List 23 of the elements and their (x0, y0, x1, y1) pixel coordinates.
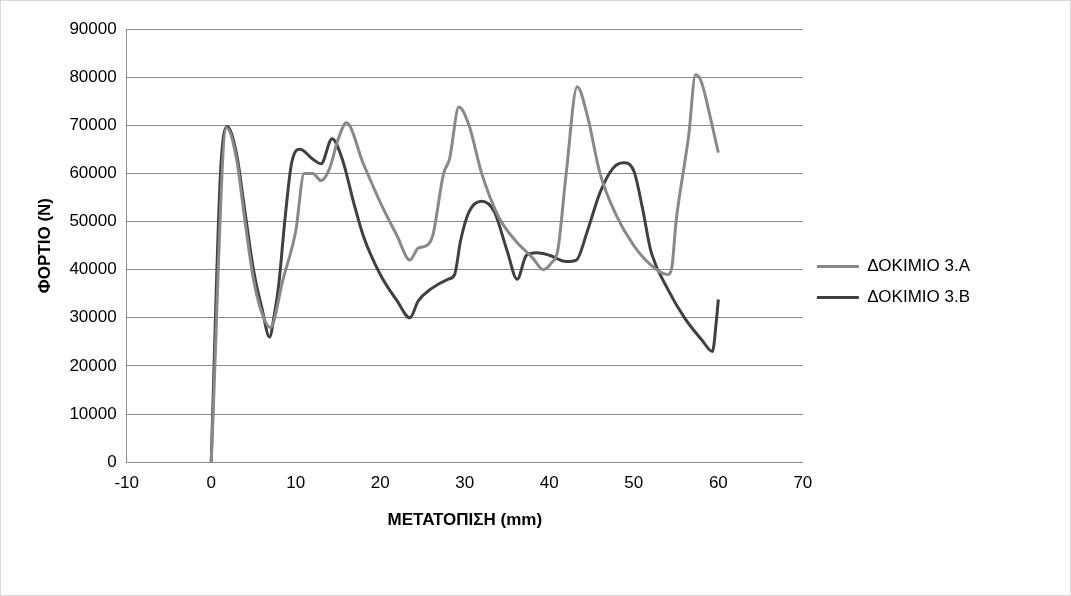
x-axis-title: ΜΕΤΑΤΟΠΙΣΗ (mm) (387, 510, 543, 530)
y-tick-label: 20000 (69, 355, 117, 375)
x-tick-label: 0 (206, 473, 216, 493)
y-tick-label: 30000 (69, 307, 117, 327)
y-tick-label: 40000 (69, 259, 117, 279)
legend-label: ΔΟΚΙΜΙΟ 3.Β (867, 287, 971, 307)
y-tick-label: 60000 (69, 163, 117, 183)
y-tick-label: 80000 (69, 66, 117, 86)
x-tick-label: 30 (455, 473, 475, 493)
y-tick-label: 10000 (69, 403, 117, 423)
x-tick-label: 60 (708, 473, 728, 493)
y-tick-label: 0 (107, 451, 117, 471)
x-tick-label: 20 (370, 473, 390, 493)
y-tick-label: 90000 (69, 18, 117, 38)
x-tick-label: 10 (286, 473, 306, 493)
legend-label: ΔΟΚΙΜΙΟ 3.Α (867, 256, 971, 276)
x-tick-label: 70 (793, 473, 813, 493)
y-tick-label: 70000 (69, 114, 117, 134)
x-tick-label: -10 (114, 473, 139, 493)
x-tick-label: 50 (624, 473, 644, 493)
x-tick-label: 40 (539, 473, 559, 493)
y-tick-label: 50000 (69, 211, 117, 231)
y-axis-title: ΦΟΡΤΙΟ (N) (34, 198, 54, 294)
